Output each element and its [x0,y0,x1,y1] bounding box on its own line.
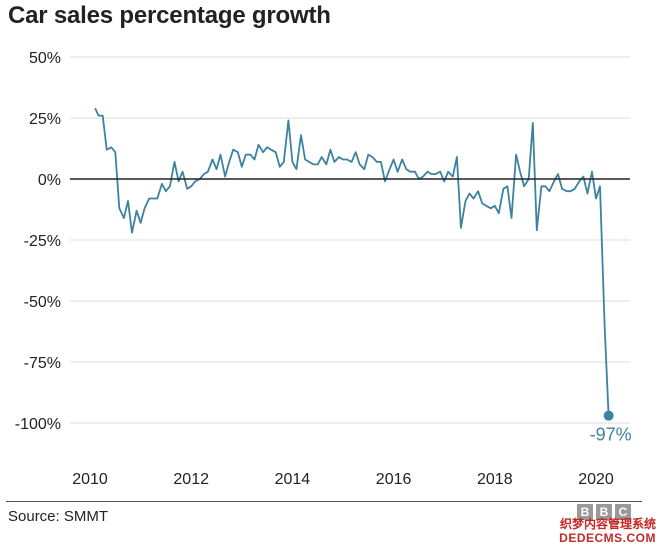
y-tick-label: -100% [15,416,61,433]
x-tick-label: 2020 [578,471,614,488]
y-tick-label: -50% [24,294,61,311]
x-tick-label: 2012 [173,471,209,488]
x-tick-label: 2016 [376,471,412,488]
watermark: 织梦内容管理系统 DEDECMS.COM [559,517,656,545]
x-tick-label: 2018 [477,471,513,488]
y-axis-tick-labels: 50% 25% 0% -25% -50% -75% -100% [15,50,61,433]
x-tick-label: 2010 [72,471,108,488]
endpoint-label: -97% [590,425,632,445]
y-tick-label: 50% [29,50,61,67]
endpoint-marker [603,410,614,421]
y-tick-label: -75% [24,355,61,372]
y-tick-label: 25% [29,111,61,128]
series-line [94,107,610,416]
x-axis-tick-labels: 2010 2012 2014 2016 2018 2020 [72,471,614,488]
source-note: Source: SMMT [8,508,109,525]
x-tick-label: 2014 [275,471,311,488]
y-tick-label: 0% [38,172,61,189]
watermark-line-1: 织梦内容管理系统 [559,517,656,531]
bbc-logo-letter: B [596,504,612,520]
footer-divider [6,501,642,502]
bbc-logo-letter: C [615,504,631,520]
watermark-line-2: DEDECMS.COM [559,531,656,545]
bbc-logo-letter: B [577,504,593,520]
line-chart: 50%25%0%-25%-50%-75%-100% 2010 2012 2014 20… [15,50,632,488]
annotation-layer: -97% [590,410,632,445]
series-layer [70,107,630,416]
bbc-logo: B B C [577,504,631,520]
y-tick-label: -25% [24,233,61,250]
chart-title: Car sales percentage growth [8,2,331,29]
gridlines [70,56,630,424]
